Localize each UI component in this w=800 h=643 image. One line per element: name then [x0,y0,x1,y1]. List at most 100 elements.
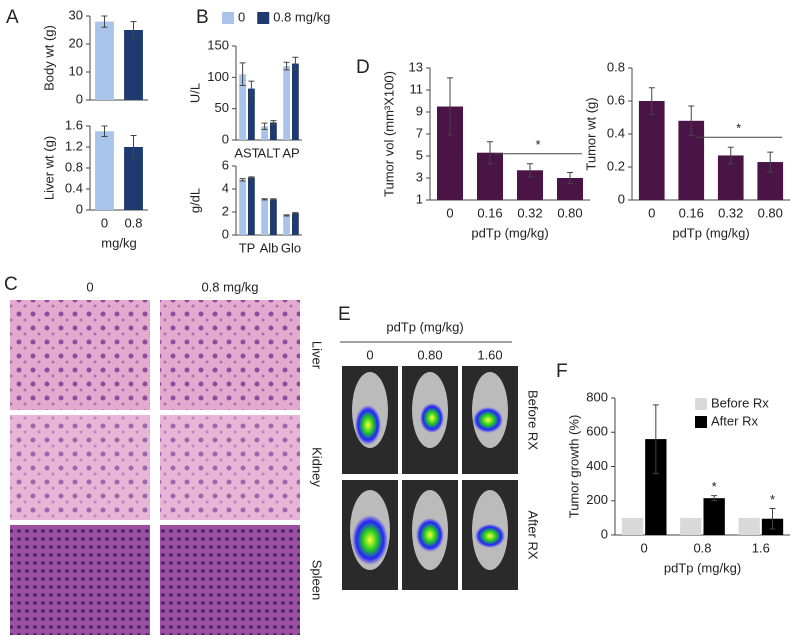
bar [95,21,114,101]
bar [283,66,290,140]
bar [261,126,268,140]
row-label: Spleen [310,560,325,600]
row-label: After RX [526,510,541,559]
bar [124,30,143,100]
panel-label: C [4,274,18,295]
y-tick-label: 0.6 [607,92,625,107]
column-label: 0 [86,279,93,294]
x-tick-label: TP [239,240,256,255]
y-tick-label: 11 [410,81,424,96]
y-tick-label: 0 [76,201,83,216]
x-tick-label: 0.80 [758,205,783,220]
x-tick-label: 0 [641,540,648,555]
bar [248,88,255,140]
y-tick-label: 600 [586,424,608,439]
y-axis-label: Tumor vol (mm³X100) [381,71,396,197]
bar [95,131,114,210]
y-tick-label: 6 [222,157,229,172]
y-tick-label: 4 [222,180,229,195]
row-label: Before RX [526,390,541,450]
error-bar [101,15,108,28]
x-tick-label: 1.6 [752,540,770,555]
y-tick-label: 13 [409,59,423,74]
x-tick-label: 0.16 [679,205,704,220]
bar [292,63,299,141]
row-label: Kidney [310,447,325,487]
legend-swatch [257,12,270,24]
y-tick-label: 2 [222,203,229,218]
histology-images [10,300,300,635]
bar [239,179,246,235]
x-tick-label: 0 [101,215,108,230]
x-tick-label: 0.80 [557,205,582,220]
y-axis-label: Tumor growth (%) [566,415,581,519]
bar [621,517,644,535]
significance: * [770,492,775,507]
legend-swatch [695,398,707,410]
bar [738,517,760,535]
y-axis-label: g/dL [187,188,202,213]
y-tick-label: 7 [416,125,423,140]
y-tick-label: 0 [76,91,83,106]
bar [248,177,255,235]
error-bar [769,507,776,530]
bar [292,213,299,235]
x-axis-label: pdTp (mg/kg) [672,225,749,240]
y-tick-label: 0 [601,526,608,541]
error-bar [283,214,290,217]
x-tick-label: AST [234,145,259,160]
error-bar [292,212,299,215]
panel-label: D [356,57,370,78]
x-axis-label: mg/kg [101,235,136,250]
error-bar [130,21,137,39]
y-tick-label: 3 [416,169,423,184]
panel-label: F [556,361,568,382]
y-axis-label: Body wt (g) [41,25,56,91]
y-tick-label: 800 [586,389,608,404]
x-axis-label: pdTp (mg/kg) [664,560,741,575]
bar [270,199,277,235]
x-tick-label: 0.8 [124,215,142,230]
x-tick-label: Glo [281,240,301,255]
legend-label: 0 [238,9,245,24]
y-tick-label: 20 [69,35,83,50]
y-tick-label: 0 [222,226,229,241]
bar [703,498,725,535]
legend-swatch [222,12,234,24]
error-bar [270,120,277,125]
y-tick-label: 1.6 [65,117,83,132]
x-tick-label: AP [282,145,299,160]
y-axis-label: Tumor wt (g) [583,97,598,170]
error-bar [767,151,774,173]
bar [124,147,143,210]
y-tick-label: 100 [207,69,229,84]
column-label: 0.8 mg/kg [201,279,258,294]
legend-swatch [695,416,707,428]
error-bar [527,163,533,178]
bar [239,74,246,140]
column-label: 0 [366,347,373,362]
y-tick-label: 1 [416,191,423,206]
error-bar [283,61,290,71]
error-bar [270,198,277,201]
mouse-images [342,366,518,590]
error-bar [648,87,655,115]
panel-label: E [338,304,351,325]
x-tick-label: 0 [446,205,453,220]
column-label: 1.60 [477,347,502,362]
error-bar [261,198,268,201]
y-tick-label: 200 [586,492,608,507]
y-tick-label: 0.4 [607,125,625,140]
y-axis-label: U/L [187,83,202,103]
legend-label: After Rx [711,413,758,428]
row-label: Liver [310,341,325,370]
error-bar [727,146,734,165]
y-tick-label: 1.2 [65,138,83,153]
error-bar [130,134,137,160]
bar [557,178,583,200]
y-tick-label: 5 [416,147,423,162]
error-bar [239,178,246,182]
bar [261,199,268,235]
error-bar [248,80,255,97]
